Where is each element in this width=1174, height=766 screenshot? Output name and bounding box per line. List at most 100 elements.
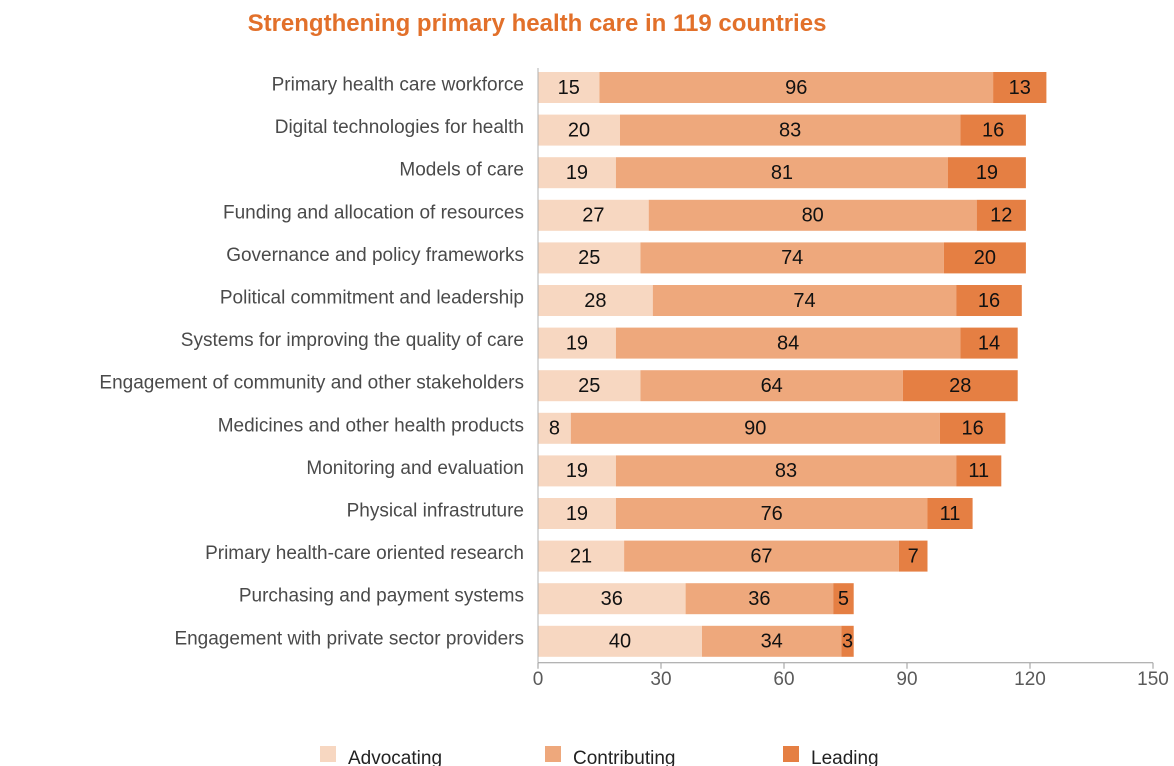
value-label-advocating-models-of-care: 19 bbox=[566, 162, 588, 184]
value-label-leading-systems-for-improving-the-quality-of-care: 14 bbox=[978, 332, 1000, 354]
x-tick-label-60: 60 bbox=[773, 669, 794, 690]
value-label-leading-funding-and-allocation-of-resources: 12 bbox=[990, 205, 1012, 227]
category-label-funding-and-allocation-of-resources: Funding and allocation of resources bbox=[223, 202, 524, 223]
value-label-advocating-governance-and-policy-frameworks: 25 bbox=[578, 247, 600, 269]
legend-label-advocating: Advocating bbox=[348, 748, 442, 766]
x-tick-label-120: 120 bbox=[1014, 669, 1046, 690]
bar-leading-purchasing-and-payment-systems bbox=[833, 583, 854, 615]
value-label-advocating-engagement-of-community-and-other-stakeholders: 25 bbox=[578, 375, 600, 397]
value-label-advocating-physical-infrastruture: 19 bbox=[566, 503, 588, 525]
bar-leading-monitoring-and-evaluation bbox=[956, 455, 1002, 487]
bar-contributing-engagement-of-community-and-other-stakeholders bbox=[640, 370, 903, 402]
bar-leading-engagement-with-private-sector-providers bbox=[841, 625, 854, 657]
value-label-advocating-engagement-with-private-sector-providers: 40 bbox=[609, 631, 631, 653]
value-label-advocating-primary-health-care-workforce: 15 bbox=[558, 77, 580, 99]
value-label-leading-purchasing-and-payment-systems: 5 bbox=[838, 588, 849, 610]
value-label-leading-medicines-and-other-health-products: 16 bbox=[961, 418, 983, 440]
bar-contributing-physical-infrastruture bbox=[615, 498, 928, 529]
bar-leading-funding-and-allocation-of-resources bbox=[976, 199, 1026, 231]
x-tick-label-150: 150 bbox=[1137, 669, 1169, 690]
bar-advocating-purchasing-and-payment-systems bbox=[538, 583, 686, 615]
category-label-purchasing-and-payment-systems: Purchasing and payment systems bbox=[239, 586, 524, 607]
category-label-digital-technologies-for-health: Digital technologies for health bbox=[275, 117, 524, 138]
legend-label-leading: Leading bbox=[811, 748, 879, 766]
value-label-contributing-purchasing-and-payment-systems: 36 bbox=[748, 588, 770, 610]
value-label-leading-models-of-care: 19 bbox=[976, 162, 998, 184]
legend: Advocating Contributing Leading bbox=[320, 746, 879, 766]
category-label-monitoring-and-evaluation: Monitoring and evaluation bbox=[306, 458, 524, 479]
value-label-leading-digital-technologies-for-health: 16 bbox=[982, 119, 1004, 141]
legend-swatch-contributing bbox=[545, 746, 561, 762]
value-label-contributing-digital-technologies-for-health: 83 bbox=[779, 119, 801, 141]
bar-contributing-primary-health-care-workforce bbox=[599, 72, 994, 103]
bar-advocating-funding-and-allocation-of-resources bbox=[538, 199, 649, 231]
value-label-contributing-primary-health-care-oriented-research: 67 bbox=[750, 545, 772, 567]
value-label-leading-engagement-of-community-and-other-stakeholders: 28 bbox=[949, 375, 971, 397]
category-label-primary-health-care-workforce: Primary health care workforce bbox=[272, 75, 524, 96]
bar-leading-governance-and-policy-frameworks bbox=[943, 242, 1026, 274]
bar-contributing-digital-technologies-for-health bbox=[620, 114, 961, 146]
bars-group: Primary health care workforce 15 96 13 Digit… bbox=[99, 72, 1047, 657]
category-label-medicines-and-other-health-products: Medicines and other health products bbox=[218, 415, 524, 436]
category-label-models-of-care: Models of care bbox=[399, 160, 524, 181]
value-label-contributing-engagement-of-community-and-other-stakeholders: 64 bbox=[761, 375, 783, 397]
bar-advocating-primary-health-care-workforce bbox=[538, 72, 600, 103]
x-tick-label-0: 0 bbox=[533, 669, 544, 690]
bar-leading-political-commitment-and-leadership bbox=[956, 285, 1022, 316]
bar-leading-medicines-and-other-health-products bbox=[939, 412, 1006, 444]
legend-swatch-advocating bbox=[320, 746, 336, 762]
bar-advocating-governance-and-policy-frameworks bbox=[538, 242, 641, 274]
bar-leading-primary-health-care-oriented-research bbox=[898, 540, 928, 572]
category-label-primary-health-care-oriented-research: Primary health-care oriented research bbox=[205, 543, 524, 564]
value-label-contributing-funding-and-allocation-of-resources: 80 bbox=[802, 205, 824, 227]
value-label-contributing-systems-for-improving-the-quality-of-care: 84 bbox=[777, 332, 799, 354]
bar-advocating-monitoring-and-evaluation bbox=[538, 455, 616, 487]
bar-contributing-political-commitment-and-leadership bbox=[652, 285, 957, 316]
value-label-leading-governance-and-policy-frameworks: 20 bbox=[974, 247, 996, 269]
value-label-advocating-monitoring-and-evaluation: 19 bbox=[566, 460, 588, 482]
x-tick-label-30: 30 bbox=[650, 669, 671, 690]
legend-swatch-leading bbox=[783, 746, 799, 762]
value-label-contributing-primary-health-care-workforce: 96 bbox=[785, 77, 807, 99]
category-label-political-commitment-and-leadership: Political commitment and leadership bbox=[220, 288, 524, 309]
bar-contributing-purchasing-and-payment-systems bbox=[685, 583, 834, 615]
value-label-leading-political-commitment-and-leadership: 16 bbox=[978, 290, 1000, 312]
value-label-advocating-political-commitment-and-leadership: 28 bbox=[584, 290, 606, 312]
bar-leading-models-of-care bbox=[948, 157, 1026, 189]
value-label-advocating-systems-for-improving-the-quality-of-care: 19 bbox=[566, 332, 588, 354]
legend-label-contributing: Contributing bbox=[573, 748, 675, 766]
value-label-advocating-medicines-and-other-health-products: 8 bbox=[549, 418, 560, 440]
bar-advocating-physical-infrastruture bbox=[538, 498, 616, 529]
bar-advocating-engagement-with-private-sector-providers bbox=[538, 625, 702, 657]
bar-leading-digital-technologies-for-health bbox=[960, 114, 1026, 146]
value-label-advocating-funding-and-allocation-of-resources: 27 bbox=[582, 205, 604, 227]
bar-advocating-primary-health-care-oriented-research bbox=[538, 540, 625, 572]
value-label-leading-engagement-with-private-sector-providers: 3 bbox=[842, 631, 853, 653]
value-label-contributing-medicines-and-other-health-products: 90 bbox=[744, 418, 766, 440]
category-label-engagement-with-private-sector-providers: Engagement with private sector providers bbox=[174, 628, 524, 649]
category-label-engagement-of-community-and-other-stakeholders: Engagement of community and other stakeh… bbox=[99, 373, 524, 394]
chart-title: Strengthening primary health care in 119… bbox=[247, 10, 827, 37]
value-label-advocating-purchasing-and-payment-systems: 36 bbox=[601, 588, 623, 610]
category-label-physical-infrastruture: Physical infrastruture bbox=[347, 501, 524, 522]
bar-leading-systems-for-improving-the-quality-of-care bbox=[960, 327, 1018, 359]
value-label-advocating-digital-technologies-for-health: 20 bbox=[568, 119, 590, 141]
value-label-contributing-physical-infrastruture: 76 bbox=[761, 503, 783, 525]
bar-leading-primary-health-care-workforce bbox=[993, 72, 1047, 103]
value-label-advocating-primary-health-care-oriented-research: 21 bbox=[570, 545, 592, 567]
category-label-systems-for-improving-the-quality-of-care: Systems for improving the quality of car… bbox=[181, 330, 524, 351]
value-label-leading-monitoring-and-evaluation: 11 bbox=[968, 460, 989, 482]
bar-leading-physical-infrastruture bbox=[927, 498, 973, 529]
bar-advocating-political-commitment-and-leadership bbox=[538, 285, 653, 316]
value-label-contributing-engagement-with-private-sector-providers: 34 bbox=[761, 631, 783, 653]
bar-contributing-models-of-care bbox=[615, 157, 948, 189]
bar-contributing-funding-and-allocation-of-resources bbox=[648, 199, 977, 231]
bar-contributing-medicines-and-other-health-products bbox=[570, 412, 940, 444]
bar-leading-engagement-of-community-and-other-stakeholders bbox=[902, 370, 1018, 402]
value-label-leading-physical-infrastruture: 11 bbox=[940, 503, 961, 525]
value-label-leading-primary-health-care-workforce: 13 bbox=[1009, 77, 1031, 99]
bar-contributing-governance-and-policy-frameworks bbox=[640, 242, 944, 274]
value-label-contributing-political-commitment-and-leadership: 74 bbox=[793, 290, 815, 312]
x-axis: 0 30 60 90 120 150 bbox=[533, 68, 1169, 690]
